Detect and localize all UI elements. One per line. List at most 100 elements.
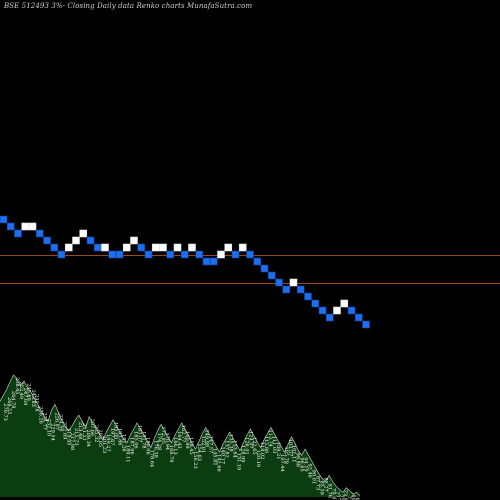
tick-label-86: 75.36 (338, 494, 344, 500)
renko-brick-51 (362, 320, 370, 329)
tick-label-87: 73.96 (342, 490, 348, 500)
tick-label-54: 145.81 (212, 448, 218, 466)
tick-label-56: 140.17 (220, 447, 226, 465)
renko-brick-43 (304, 292, 312, 301)
tick-label-26: 201.23 (101, 436, 107, 454)
tick-label-8: 243.83 (30, 389, 36, 407)
renko-brick-38 (267, 271, 276, 280)
tick-label-13: 229.54 (49, 423, 55, 441)
tick-label-10: 236.26 (38, 406, 44, 424)
tick-label-77: 94.19 (303, 457, 309, 471)
renko-brick-14 (93, 243, 102, 252)
tick-label-5: 252.49 (18, 382, 24, 400)
tick-label-53: 147.57 (208, 436, 214, 454)
tick-label-63: 124.97 (247, 431, 253, 449)
tick-label-29: 195.05 (113, 422, 119, 440)
tick-label-47: 160.99 (184, 431, 190, 449)
tick-label-61: 128.99 (239, 445, 245, 463)
renko-brick-9 (57, 250, 66, 259)
renko-brick-45 (318, 306, 327, 315)
renko-brick-13 (86, 236, 95, 245)
tick-label-7: 245.69 (26, 383, 32, 401)
tick-label-50: 154.63 (196, 443, 202, 461)
tick-label-28: 197.67 (109, 428, 115, 446)
renko-brick-47 (333, 306, 341, 315)
tick-label-36: 181.78 (140, 431, 146, 449)
tick-label-65: 120.19 (255, 450, 261, 468)
tick-label-2: 268.55 (6, 397, 12, 415)
tick-label-76: 96.65 (299, 457, 305, 471)
tick-label-67: 115.86 (263, 436, 269, 454)
tick-label-33: 187.96 (129, 437, 135, 455)
tick-label-15: 224.56 (57, 414, 63, 432)
renko-brick-15 (101, 243, 109, 252)
renko-brick-49 (347, 306, 356, 315)
renko-brick-20 (137, 243, 146, 252)
tick-label-25: 203.05 (97, 430, 103, 448)
renko-brick-21 (144, 250, 153, 259)
tick-label-69: 111.03 (271, 436, 277, 454)
tick-label-41: 172.95 (160, 426, 166, 444)
tick-label-83: 81.76 (326, 484, 332, 498)
tick-label-22: 209.34 (85, 429, 91, 447)
tick-label-16: 222.69 (61, 422, 67, 440)
tick-label-73: 103.57 (287, 439, 293, 457)
renko-brick-22 (151, 243, 160, 252)
tick-label-45: 164.43 (176, 431, 182, 449)
tick-label-51: 152.01 (200, 436, 206, 454)
tick-label-43: 168.79 (168, 445, 174, 463)
tick-label-64: 122.65 (251, 437, 257, 454)
renko-brick-27 (188, 243, 196, 252)
tick-label-37: 180.06 (144, 437, 150, 455)
tick-label-55: 142.66 (216, 454, 222, 472)
renko-brick-3 (14, 229, 22, 238)
renko-brick-5 (28, 222, 37, 231)
renko-brick-18 (122, 243, 131, 252)
renko-brick-44 (311, 299, 320, 308)
tick-label-72: 105.78 (283, 447, 289, 465)
renko-brick-23 (159, 243, 167, 252)
renko-brick-7 (43, 236, 51, 245)
renko-brick-28 (195, 250, 204, 259)
renko-brick-34 (238, 243, 247, 252)
tick-label-11: 234.77 (42, 412, 48, 430)
tick-label-75: 98.88 (295, 453, 301, 467)
tick-label-82: 83.27 (322, 477, 328, 491)
tick-label-23: 207.66 (89, 419, 95, 437)
tick-label-70: 109.21 (275, 442, 281, 460)
renko-brick-6 (35, 229, 44, 238)
tick-label-66: 118.02 (259, 442, 265, 460)
tick-label-30: 193.86 (117, 428, 123, 446)
renko-brick-25 (173, 243, 182, 252)
tick-label-31: 191.26 (121, 434, 127, 452)
tick-label-20: 213.48 (77, 422, 83, 440)
renko-brick-42 (296, 285, 305, 294)
tick-label-18: 217.98 (69, 433, 75, 451)
tick-label-80: 87.73 (314, 476, 320, 490)
tick-label-35: 183.07 (137, 425, 143, 443)
tick-label-12: 232.10 (46, 419, 52, 437)
tick-label-14: 226.87 (53, 413, 59, 431)
renko-brick-46 (325, 313, 334, 322)
history-area-line (0, 374, 361, 496)
tick-label-60: 131.19 (235, 453, 241, 471)
tick-label-68: 113.74 (267, 429, 273, 447)
tick-label-34: 185.06 (133, 431, 139, 449)
tick-label-44: 166.13 (172, 437, 178, 455)
tick-label-52: 149.98 (204, 430, 210, 448)
renko-brick-39 (275, 278, 283, 287)
history-area-fill (0, 375, 360, 497)
renko-brick-17 (115, 250, 124, 259)
tick-label-90: 68.14 (354, 498, 360, 500)
renko-brick-29 (202, 257, 211, 266)
tick-label-79: 90.01 (311, 470, 317, 484)
renko-brick-33 (231, 250, 240, 259)
tick-label-48: 158.45 (188, 437, 194, 455)
renko-brick-12 (79, 229, 88, 238)
tick-label-27: 199.27 (105, 434, 111, 452)
renko-brick-19 (130, 236, 138, 245)
tick-label-4: 258.45 (14, 377, 20, 395)
renko-brick-26 (180, 250, 189, 259)
tick-label-1: 270.73 (2, 403, 8, 421)
renko-brick-2 (6, 222, 15, 231)
